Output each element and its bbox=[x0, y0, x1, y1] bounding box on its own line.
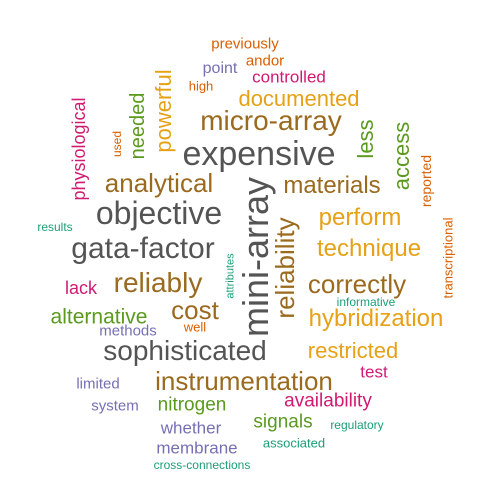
word-point: point bbox=[202, 60, 238, 77]
word-used: used bbox=[110, 130, 124, 158]
word-correctly: correctly bbox=[307, 269, 407, 299]
word-methods: methods bbox=[99, 322, 157, 340]
word-micro-array: micro-array bbox=[200, 105, 342, 136]
word-controlled: controlled bbox=[252, 67, 326, 87]
word-nitrogen: nitrogen bbox=[157, 394, 227, 416]
word-reported: reported bbox=[418, 154, 434, 208]
word-needed: needed bbox=[127, 92, 149, 160]
word-cost: cost bbox=[171, 295, 219, 325]
word-attributes: attributes bbox=[224, 253, 237, 299]
word-high: high bbox=[188, 78, 214, 94]
word-less: less bbox=[353, 119, 378, 159]
word-mini-array: mini-array bbox=[235, 176, 276, 338]
word-test: test bbox=[360, 362, 388, 382]
word-limited: limited bbox=[76, 375, 120, 393]
word-alternative: alternative bbox=[50, 305, 148, 329]
word-sophisticated: sophisticated bbox=[103, 335, 267, 366]
word-instrumentation: instrumentation bbox=[155, 366, 333, 396]
word-cross-connections: cross-connections bbox=[153, 458, 251, 472]
word-physiological: physiological bbox=[69, 97, 89, 201]
word-restricted: restricted bbox=[307, 338, 399, 363]
word-access: access bbox=[389, 121, 414, 191]
word-previously: previously bbox=[211, 35, 279, 53]
word-regulatory: regulatory bbox=[330, 418, 384, 432]
word-results: results bbox=[37, 220, 73, 234]
word-associated: associated bbox=[262, 435, 326, 451]
word-andor: andor bbox=[245, 52, 285, 70]
word-analytical: analytical bbox=[104, 168, 214, 198]
word-hybridization: hybridization bbox=[308, 305, 444, 332]
word-reliability: reliability bbox=[270, 217, 300, 319]
word-materials: materials bbox=[283, 172, 381, 199]
word-lack: lack bbox=[64, 278, 98, 298]
word-expensive: expensive bbox=[182, 135, 336, 173]
word-whether: whether bbox=[160, 418, 222, 438]
word-system: system bbox=[91, 397, 139, 415]
word-membrane: membrane bbox=[156, 438, 238, 458]
word-informative: informative bbox=[336, 295, 396, 309]
word-technique: technique bbox=[316, 235, 422, 262]
word-objective: objective bbox=[95, 195, 223, 231]
word-reliably: reliably bbox=[113, 267, 203, 298]
word-availability: availability bbox=[284, 390, 372, 412]
word-perform: perform bbox=[318, 204, 402, 231]
word-powerful: powerful bbox=[151, 69, 176, 153]
word-transcriptional: transcriptional bbox=[440, 217, 456, 299]
word-documented: documented bbox=[238, 86, 360, 111]
word-signals: signals bbox=[253, 411, 313, 433]
word-well: well bbox=[183, 319, 207, 335]
word-gata-factor: gata-factor bbox=[71, 232, 215, 265]
